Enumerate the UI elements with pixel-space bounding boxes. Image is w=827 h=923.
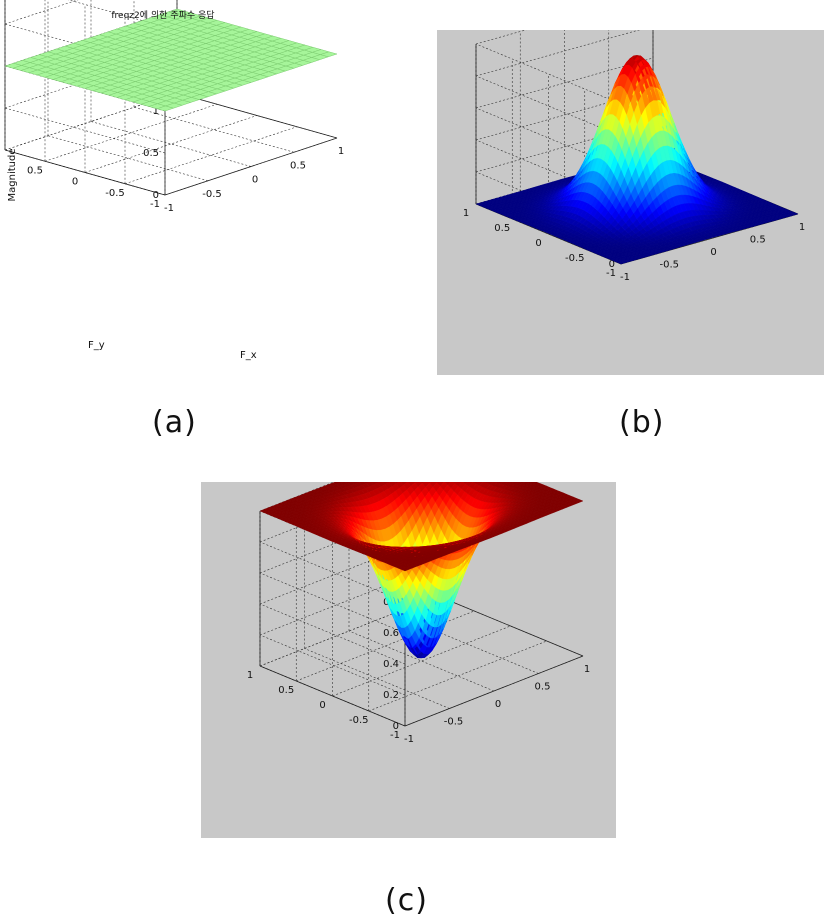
y-tick-label: -0.5 bbox=[565, 253, 585, 264]
axis-line bbox=[259, 665, 406, 727]
x-axis-label: F_x bbox=[240, 350, 257, 361]
surface bbox=[475, 55, 799, 265]
grid-line bbox=[84, 115, 258, 173]
x-tick-label: 0 bbox=[495, 699, 501, 710]
caption-c: (c) bbox=[385, 883, 428, 918]
axis-line bbox=[437, 595, 584, 657]
axis-line bbox=[404, 655, 584, 727]
surface-patch bbox=[453, 482, 457, 484]
x-tick-label: -1 bbox=[404, 734, 414, 745]
axis-line bbox=[164, 137, 338, 196]
x-tick-label: 1 bbox=[584, 664, 590, 675]
y-tick-label: 0 bbox=[319, 700, 325, 711]
x-tick-label: -0.5 bbox=[202, 189, 222, 200]
x-tick-label: -1 bbox=[620, 272, 630, 283]
y-tick-label: 1 bbox=[247, 670, 253, 681]
x-tick-label: 0.5 bbox=[290, 160, 306, 171]
axis-line bbox=[176, 92, 338, 139]
surface-patch bbox=[790, 212, 799, 216]
x-tick-label: 1 bbox=[799, 222, 805, 233]
surface-patch bbox=[575, 499, 584, 503]
y-tick-label: -1 bbox=[390, 730, 400, 741]
z-tick-label: 0.4 bbox=[383, 659, 399, 670]
grid-line bbox=[475, 30, 640, 77]
surface-patch bbox=[319, 51, 338, 58]
grid-line bbox=[475, 43, 622, 105]
surface-patch bbox=[497, 482, 504, 484]
y-tick-label: 0.5 bbox=[278, 685, 294, 696]
grid-line bbox=[304, 648, 450, 709]
axis-line bbox=[4, 149, 166, 196]
surface-patch bbox=[484, 482, 489, 484]
z-tick-label: 1 bbox=[153, 106, 159, 117]
grid-line bbox=[90, 121, 252, 167]
surface-patch bbox=[507, 482, 515, 484]
x-tick-label: -0.5 bbox=[444, 717, 464, 728]
x-tick-label: 0.5 bbox=[535, 682, 551, 693]
y-tick-label: 0.5 bbox=[27, 165, 43, 176]
surface bbox=[4, 8, 338, 112]
z-axis-label: Magnitude bbox=[7, 149, 18, 202]
y-axis-label: F_y bbox=[88, 340, 105, 351]
surface bbox=[259, 482, 584, 659]
z-tick-label: 0 bbox=[609, 259, 615, 270]
caption-a: (a) bbox=[152, 405, 197, 440]
surface-patch bbox=[472, 482, 479, 484]
z-tick-label: 0.2 bbox=[383, 690, 399, 701]
z-tick-label: 0.6 bbox=[383, 628, 399, 639]
y-tick-label: 1 bbox=[463, 208, 469, 219]
y-tick-label: 0.5 bbox=[494, 223, 510, 234]
y-tick-label: -0.5 bbox=[349, 715, 369, 726]
y-tick-label: 0 bbox=[535, 238, 541, 249]
z-tick-label: 0 bbox=[153, 190, 159, 201]
x-tick-label: 0 bbox=[252, 175, 258, 186]
grid-line bbox=[475, 57, 654, 109]
chart-title: freqz2에 의한 주파수 응답 bbox=[111, 9, 214, 21]
y-tick-label: 0 bbox=[72, 177, 78, 188]
y-tick-label: -1 bbox=[150, 199, 160, 210]
z-tick-label: 0.5 bbox=[143, 148, 159, 159]
x-tick-label: -1 bbox=[164, 203, 174, 214]
x-tick-label: -0.5 bbox=[659, 260, 679, 271]
z-tick-label: 0 bbox=[393, 721, 399, 732]
caption-b: (b) bbox=[619, 405, 665, 440]
surface-patch bbox=[444, 482, 451, 486]
y-tick-label: -1 bbox=[606, 268, 616, 279]
x-tick-label: 1 bbox=[338, 146, 344, 157]
x-tick-label: 0.5 bbox=[750, 235, 766, 246]
y-tick-label: -0.5 bbox=[105, 188, 125, 199]
surface-patch bbox=[462, 482, 468, 485]
x-tick-label: 0 bbox=[710, 247, 716, 258]
